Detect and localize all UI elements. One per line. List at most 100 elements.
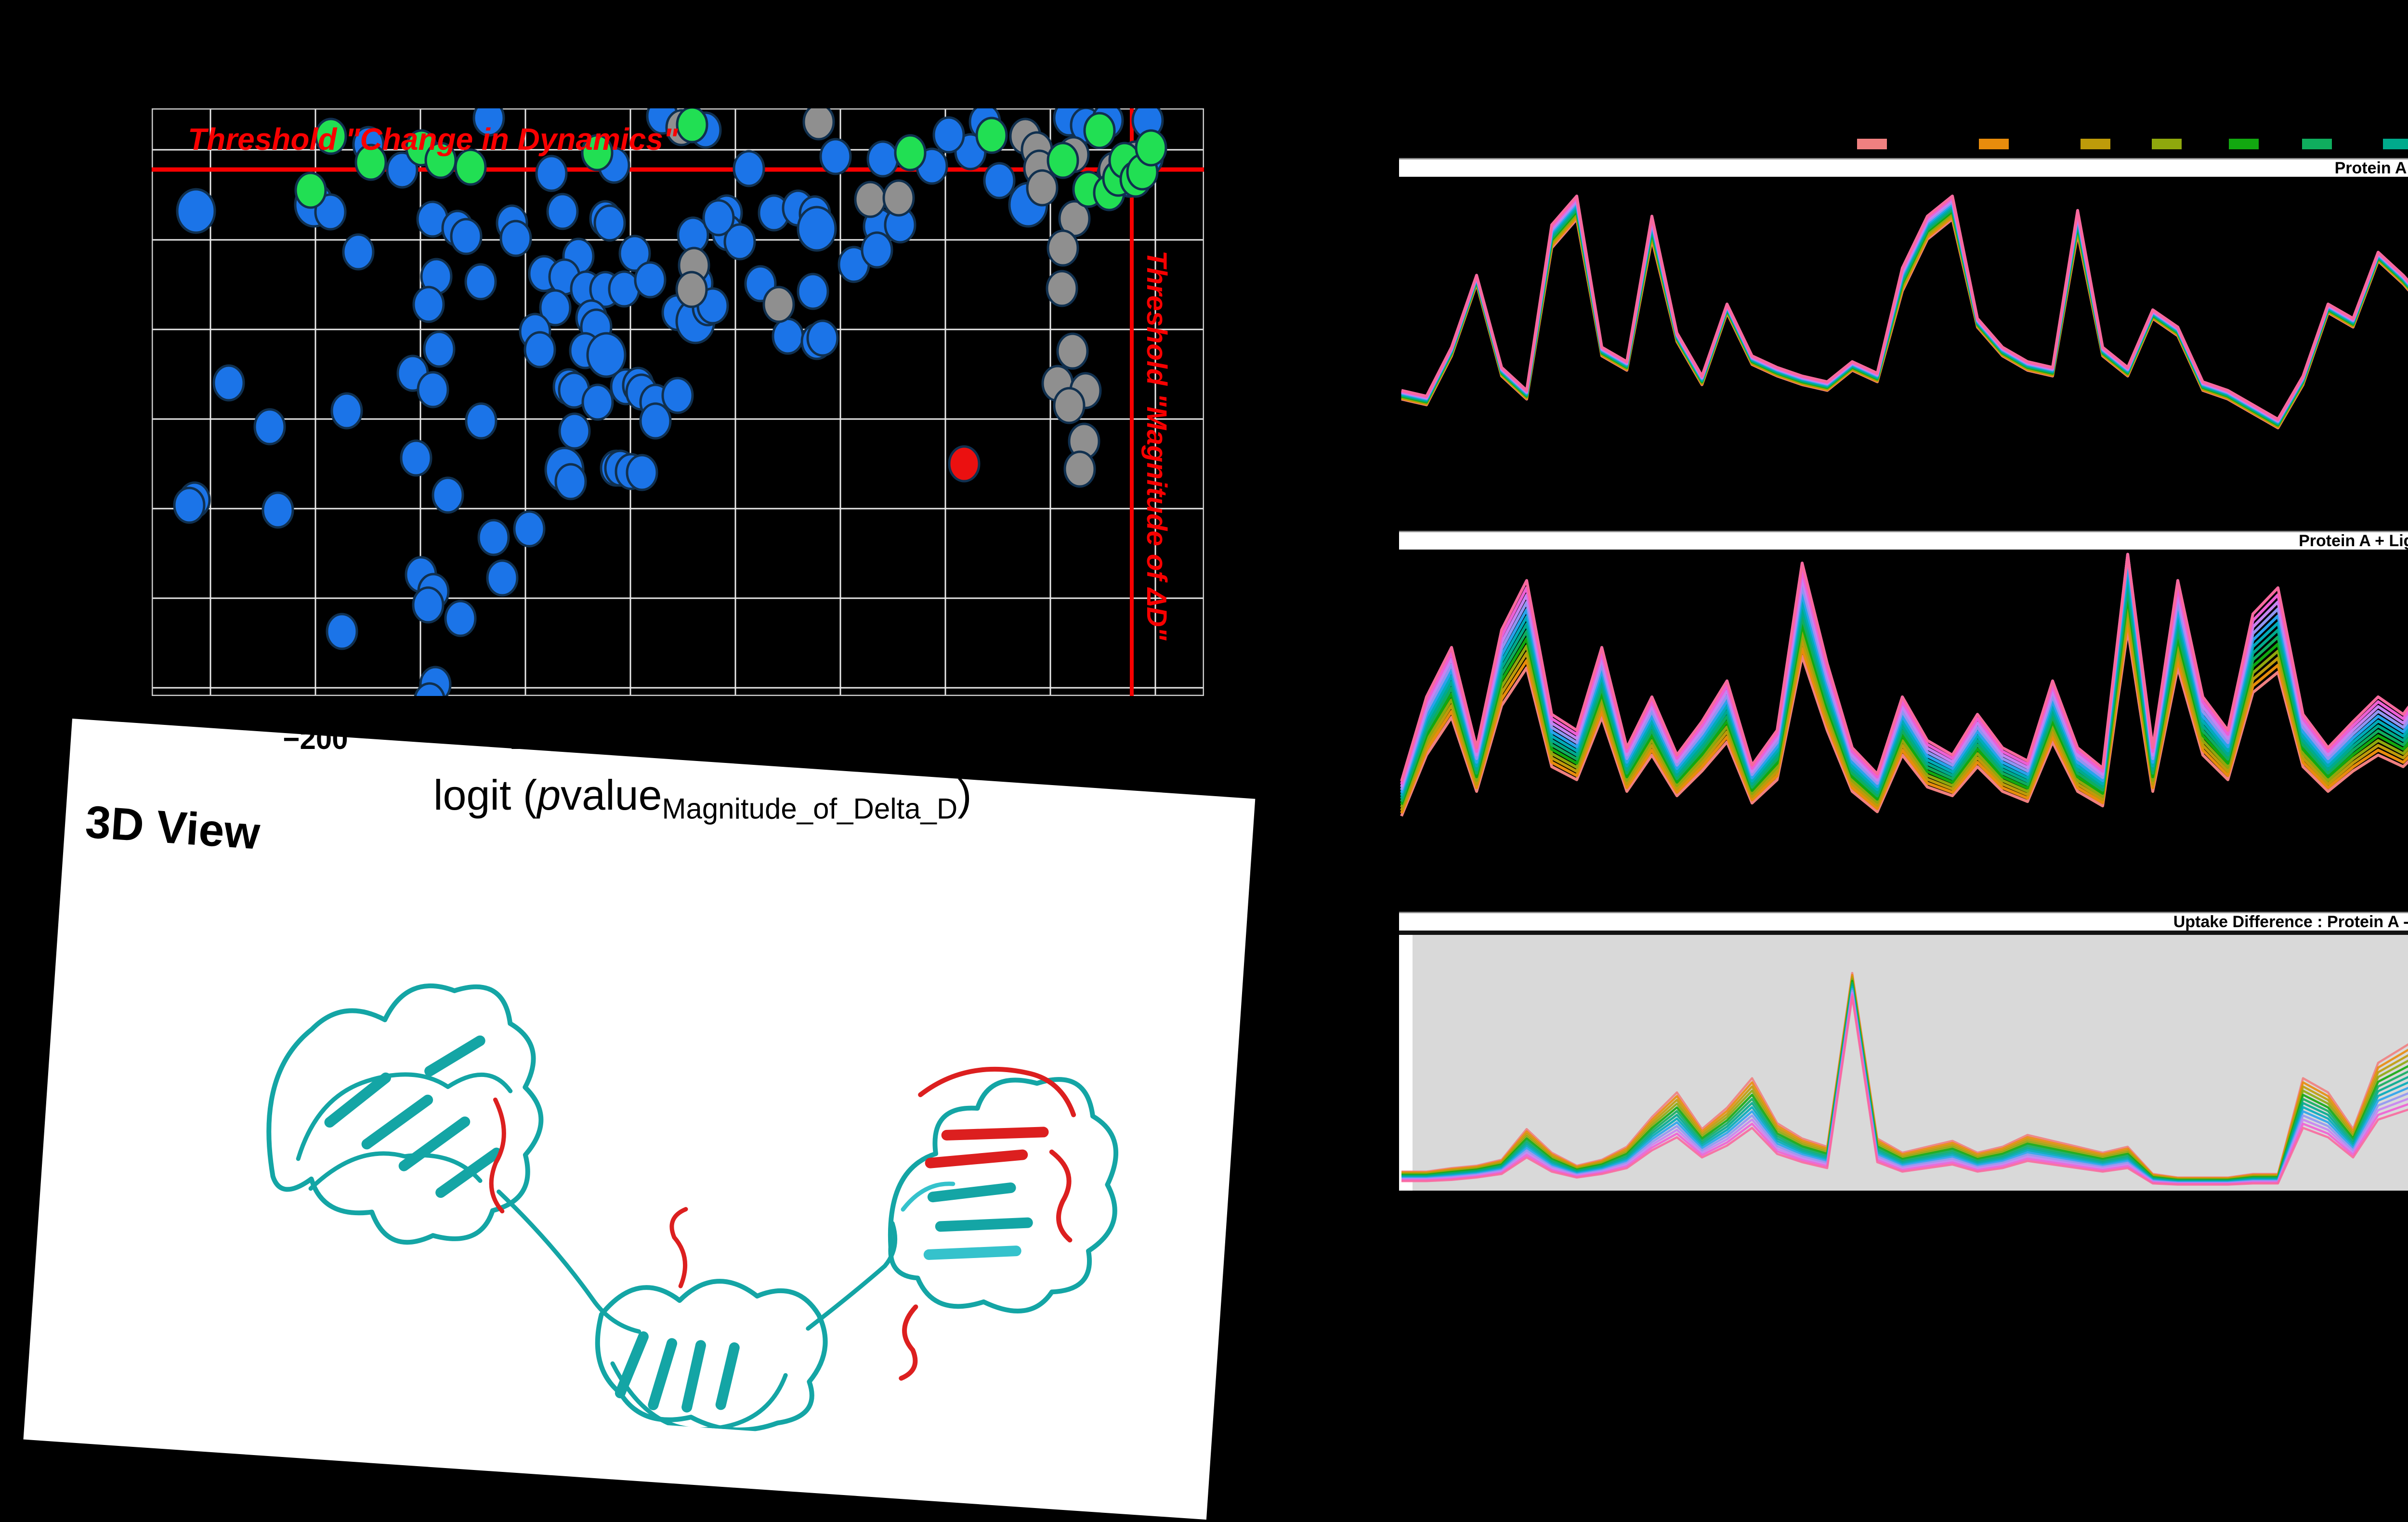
scatter-point-blue[interactable]: [423, 330, 456, 368]
scatter-point-blue[interactable]: [626, 454, 658, 491]
scatter-point-gray[interactable]: [1056, 332, 1089, 370]
scatter-point-green[interactable]: [294, 171, 327, 209]
volcano-plot[interactable]: [152, 108, 1204, 696]
scatter-point-blue[interactable]: [618, 235, 651, 272]
scatter-point-blue[interactable]: [450, 218, 483, 255]
scatter-point-blue[interactable]: [499, 220, 532, 257]
uptake-plot-protein-a[interactable]: [1399, 177, 2408, 488]
scatter-point-blue[interactable]: [932, 116, 965, 154]
scatter-point-gray[interactable]: [882, 179, 915, 217]
scatter-point-blue[interactable]: [400, 439, 432, 477]
scatter-point-blue[interactable]: [464, 263, 497, 301]
scatter-point-green[interactable]: [1083, 112, 1116, 149]
scatter-point-green[interactable]: [1135, 129, 1167, 167]
scatter-point-blue[interactable]: [262, 491, 294, 529]
scatter-point-blue[interactable]: [581, 383, 614, 421]
legend-swatch[interactable]: [2081, 139, 2110, 149]
scatter-point-blue[interactable]: [212, 364, 245, 402]
scatter-point-blue[interactable]: [733, 150, 765, 187]
3d-view-panel[interactable]: 3D View: [23, 719, 1256, 1520]
scatter-point-gray[interactable]: [1046, 270, 1078, 307]
legend-swatch[interactable]: [2152, 139, 2182, 149]
uptake-series-line: [1400, 620, 2408, 814]
scatter-point-green[interactable]: [894, 134, 927, 171]
scatter-point-green[interactable]: [354, 144, 387, 181]
scatter-point-gray[interactable]: [762, 286, 795, 323]
scatter-point-blue[interactable]: [253, 408, 286, 446]
scatter-point-blue[interactable]: [866, 140, 899, 178]
scatter-point-blue[interactable]: [326, 613, 358, 650]
scatter-point-blue[interactable]: [772, 317, 804, 355]
uptake-series-line: [1400, 604, 2408, 808]
scatter-point-green[interactable]: [1047, 142, 1079, 179]
scatter-point-blue[interactable]: [417, 371, 449, 408]
hdx-dashboard: 3D View: [23, 108, 2408, 1520]
scatter-point-green[interactable]: [454, 148, 487, 186]
scatter-point-blue[interactable]: [661, 377, 694, 414]
scatter-point-blue[interactable]: [412, 286, 445, 323]
scatter-point-blue[interactable]: [539, 289, 572, 327]
scatter-point-blue[interactable]: [523, 331, 556, 368]
scatter-point-blue[interactable]: [330, 392, 363, 430]
scatter-point-blue[interactable]: [586, 332, 627, 378]
legend-swatch[interactable]: [1857, 139, 1887, 149]
scatter-point-green[interactable]: [581, 134, 614, 171]
plot-border: [152, 108, 1204, 696]
uptake-plot-protein-a-ligand[interactable]: [1399, 550, 2408, 864]
scatter-point-gray[interactable]: [854, 181, 887, 218]
scatter-point-gray[interactable]: [1063, 450, 1096, 488]
scatter-point-blue[interactable]: [176, 188, 216, 234]
scatter-point-blue[interactable]: [513, 510, 546, 548]
scatter-point-blue[interactable]: [558, 412, 591, 450]
scatter-point-blue[interactable]: [806, 319, 839, 357]
scatter-point-blue[interactable]: [412, 586, 445, 624]
scatter-point-blue[interactable]: [414, 682, 445, 696]
panel-title-protein-a-ligand: Protein A + Ligand: [1399, 531, 2408, 550]
scatter-point-blue[interactable]: [386, 151, 419, 189]
scatter-point-gray[interactable]: [675, 271, 708, 308]
scatter-point-blue[interactable]: [472, 108, 505, 137]
scatter-point-blue[interactable]: [861, 231, 893, 269]
scatter-point-gray[interactable]: [802, 108, 835, 141]
uptake-difference-plot[interactable]: [1399, 935, 2408, 1191]
legend-swatch[interactable]: [2229, 139, 2259, 149]
scatter-point-blue[interactable]: [444, 600, 477, 637]
scatter-point-blue[interactable]: [535, 155, 568, 192]
uptake-series-line: [1401, 976, 2408, 1180]
uptake-series-line: [1400, 552, 2408, 787]
scatter-point-green[interactable]: [676, 108, 708, 144]
scatter-point-blue[interactable]: [702, 199, 735, 236]
scatter-point-gray[interactable]: [1047, 229, 1079, 267]
scatter-point-blue[interactable]: [634, 261, 667, 299]
uptake-series-line: [1400, 552, 2408, 785]
scatter-point-blue[interactable]: [465, 402, 497, 440]
scatter-point-gray[interactable]: [1026, 169, 1059, 207]
scatter-point-blue[interactable]: [546, 193, 579, 230]
scatter-point-red[interactable]: [948, 445, 981, 483]
scatter-point-gray[interactable]: [1053, 387, 1086, 424]
scatter-point-blue[interactable]: [723, 223, 756, 261]
uptake-series-line: [1400, 552, 2408, 782]
scatter-point-blue[interactable]: [983, 162, 1016, 199]
uptake-series-line: [1401, 982, 2408, 1182]
legend-swatch[interactable]: [2302, 139, 2332, 149]
protein-structure: [266, 983, 1118, 1432]
scatter-point-blue[interactable]: [797, 206, 837, 252]
uptake-series-line: [1400, 612, 2408, 811]
scatter-point-blue[interactable]: [342, 233, 375, 271]
scatter-point-blue[interactable]: [797, 273, 829, 310]
scatter-point-blue[interactable]: [486, 559, 519, 597]
scatter-point-blue[interactable]: [173, 486, 206, 524]
scatter-point-green[interactable]: [314, 118, 347, 155]
scatter-point-blue[interactable]: [819, 138, 852, 175]
scatter-point-blue[interactable]: [477, 519, 510, 556]
scatter-point-blue[interactable]: [554, 463, 587, 500]
scatter-point-blue[interactable]: [314, 193, 347, 231]
scatter-point-blue[interactable]: [432, 476, 464, 514]
legend-swatch[interactable]: [1979, 139, 2009, 149]
scatter-point-green[interactable]: [975, 117, 1008, 154]
legend-swatch[interactable]: [2383, 139, 2408, 149]
scatter-point-blue[interactable]: [593, 204, 626, 242]
uptake-series-line: [1400, 587, 2408, 802]
scatter-point-blue[interactable]: [639, 402, 672, 440]
